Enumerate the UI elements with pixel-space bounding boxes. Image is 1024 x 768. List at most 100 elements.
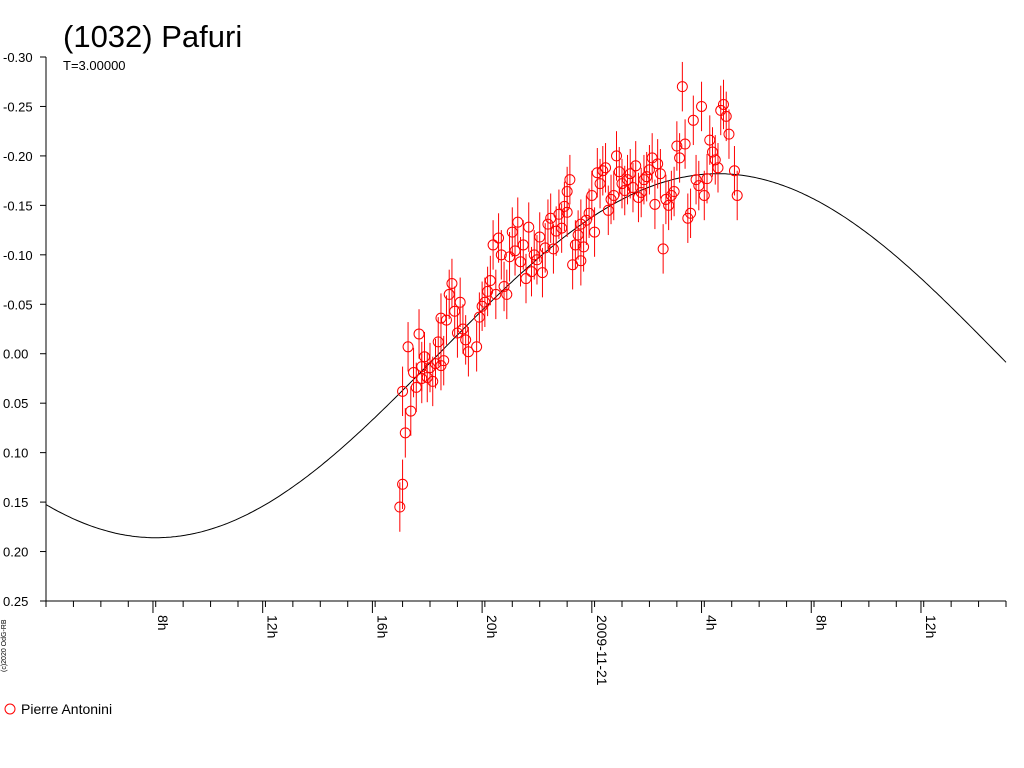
point-marker (597, 165, 609, 177)
data-point (676, 61, 688, 112)
data-point (654, 148, 666, 199)
point-marker (501, 288, 513, 300)
data-point (586, 170, 598, 221)
y-axis: -0.30 -0.25 -0.20 -0.15 -0.10 -0.05 0.00 0.05 0.… (3, 50, 47, 609)
data-point (687, 95, 699, 146)
data-point (690, 154, 702, 205)
y-tick-label: 0.00 (3, 347, 28, 362)
data-point (619, 165, 631, 216)
data-point (506, 207, 518, 257)
data-point (523, 202, 535, 252)
data-point (564, 154, 576, 205)
point-marker (679, 138, 691, 150)
point-marker (611, 150, 623, 162)
data-point (715, 85, 727, 136)
point-marker (701, 173, 713, 185)
point-marker (630, 160, 642, 172)
data-point (501, 269, 513, 320)
data-point (630, 141, 642, 191)
y-tick-label: 0.15 (3, 495, 28, 510)
data-point (443, 269, 455, 320)
point-marker (690, 174, 702, 186)
data-points-layer (394, 61, 743, 532)
data-point (602, 185, 614, 236)
data-point (641, 151, 653, 202)
x-tick-label: 20h (484, 615, 500, 638)
data-point (517, 220, 529, 270)
point-marker (731, 189, 743, 201)
data-point (567, 239, 579, 290)
point-marker (671, 140, 683, 152)
data-point (515, 237, 527, 287)
chart-subtitle: T=3.00000 (63, 58, 126, 73)
data-point (413, 309, 425, 359)
point-marker (652, 158, 664, 170)
data-point (487, 220, 499, 270)
data-point (696, 81, 708, 132)
point-marker (561, 206, 573, 218)
point-marker (471, 341, 483, 353)
y-tick-label: -0.30 (3, 50, 33, 65)
point-marker (402, 341, 414, 353)
chart-title: (1032) Pafuri (63, 19, 242, 54)
data-point (438, 335, 450, 386)
x-tick-label: 8h (155, 615, 171, 631)
data-point (471, 322, 483, 372)
data-point (597, 146, 609, 196)
point-marker (564, 174, 576, 186)
data-point (536, 247, 548, 298)
data-point (498, 261, 510, 312)
point-marker (649, 198, 661, 210)
data-point (547, 224, 559, 274)
data-point (421, 352, 433, 403)
x-tick-label: 2009-11-21 (594, 615, 610, 686)
point-marker (397, 478, 409, 490)
point-marker (547, 243, 559, 255)
data-point (652, 139, 664, 189)
y-tick-label: 0.25 (3, 594, 28, 609)
point-marker (589, 226, 601, 238)
data-point (709, 135, 721, 185)
data-point (649, 179, 661, 230)
data-point (397, 459, 409, 510)
data-point (520, 253, 532, 304)
data-point (408, 347, 420, 398)
data-point (591, 147, 603, 198)
copyright-label: (c)2020 OdG-RB (1, 619, 8, 672)
data-point (693, 160, 705, 211)
point-marker (687, 114, 699, 126)
data-point (608, 170, 620, 221)
point-marker (600, 162, 612, 174)
point-marker (394, 501, 406, 513)
data-point (624, 148, 636, 199)
point-marker (454, 296, 466, 308)
data-point (427, 356, 439, 407)
data-point (561, 187, 573, 238)
data-point (493, 213, 505, 263)
point-marker (446, 278, 458, 290)
y-tick-label: -0.20 (3, 149, 33, 164)
data-point (440, 295, 452, 345)
data-point (402, 322, 414, 372)
point-marker (482, 285, 494, 297)
legend: Pierre Antonini (4, 701, 112, 717)
point-marker (668, 186, 680, 198)
x-tick-label: 12h (923, 615, 939, 638)
point-marker (643, 164, 655, 176)
data-point (490, 269, 502, 320)
data-point (394, 482, 406, 532)
point-marker (676, 81, 688, 93)
point-marker (498, 280, 510, 292)
data-point (621, 154, 633, 205)
y-tick-label: -0.15 (3, 198, 33, 213)
point-marker (698, 189, 710, 201)
point-marker (720, 110, 732, 122)
point-marker (495, 249, 507, 261)
fit-curve (45, 173, 1007, 539)
point-marker (685, 207, 697, 219)
data-point (731, 170, 743, 221)
data-point (482, 266, 494, 317)
data-point (435, 293, 447, 343)
